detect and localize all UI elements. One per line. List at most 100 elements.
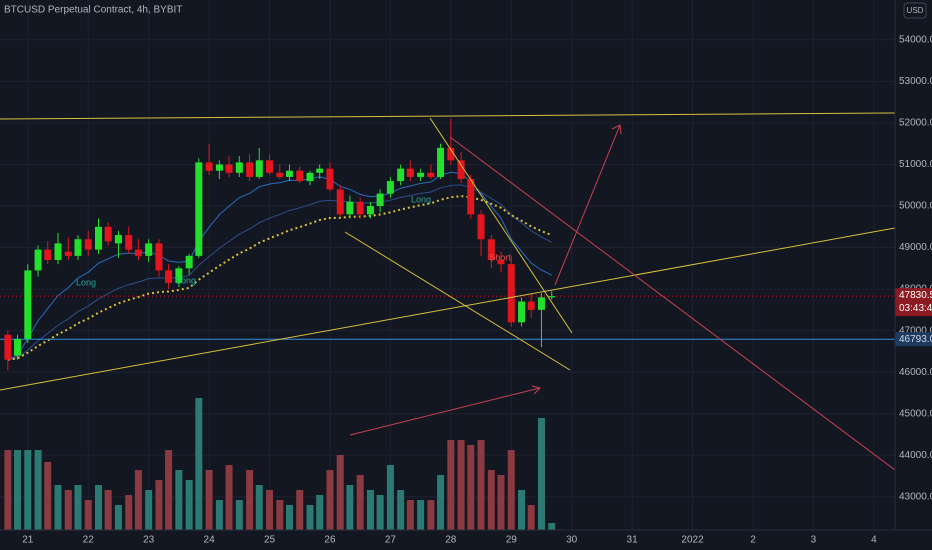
chart-title: BTCUSD Perpetual Contract, 4h, BYBIT: [4, 5, 182, 16]
candle-body: [346, 201, 354, 215]
candle-body: [225, 164, 233, 173]
x-tick-label: 25: [264, 535, 276, 546]
volume-bar: [527, 505, 535, 530]
candle-body: [518, 301, 526, 323]
labels: 43000.044000.045000.046000.047000.048000…: [22, 35, 932, 546]
candle-body: [497, 260, 505, 265]
x-tick-label: 31: [627, 535, 639, 546]
volume-bar: [175, 470, 183, 530]
volume-bar: [235, 500, 243, 530]
candle-body: [285, 170, 293, 177]
candle-body: [125, 235, 133, 250]
x-tick-label: 2: [750, 535, 756, 546]
volume-bar: [185, 480, 193, 530]
candle-body: [537, 297, 545, 310]
volume-bar: [397, 490, 405, 530]
signal-label: Short: [489, 252, 511, 262]
volume-bar: [195, 398, 203, 530]
volume-bar: [205, 470, 213, 530]
currency-button[interactable]: [903, 2, 927, 19]
countdown: 03:43:43: [899, 303, 932, 314]
y-tick-label: 49000.0: [899, 242, 932, 253]
arrow: [349, 387, 541, 436]
trend-line: [344, 231, 571, 371]
x-tick-label: 21: [22, 535, 34, 546]
currency[interactable]: USD: [907, 6, 924, 15]
volume-bar: [114, 505, 122, 530]
candle-body: [437, 147, 445, 177]
volume-bar: [467, 445, 475, 530]
candle-body: [296, 170, 304, 182]
x-tick-label: 28: [445, 535, 457, 546]
candle-body: [507, 264, 515, 323]
drawings: [0, 112, 896, 471]
volume-bar: [276, 500, 284, 530]
y-tick-label: 45000.0: [899, 408, 932, 419]
arrow: [554, 124, 621, 286]
volume-bar: [356, 475, 364, 530]
volume-bar: [336, 455, 344, 530]
candle-body: [95, 226, 103, 250]
volume-bar: [306, 505, 314, 530]
volume-bar: [44, 462, 52, 530]
candle-body: [527, 301, 535, 310]
trend-line: [429, 117, 573, 334]
volume-bar: [24, 450, 32, 530]
candle-body: [195, 162, 203, 256]
candle-body: [235, 162, 243, 173]
volume-bar: [246, 470, 254, 530]
volume-bar: [285, 505, 293, 530]
signal-label: Long: [411, 194, 431, 204]
volume-bar: [518, 490, 526, 530]
candle-body: [366, 206, 374, 215]
candle-body: [215, 164, 223, 171]
candle-body: [134, 249, 142, 256]
volume-bar: [266, 490, 274, 530]
y-tick-label: 54000.0: [899, 35, 932, 46]
candle-body: [14, 338, 22, 356]
x-tick-label: 26: [324, 535, 336, 546]
candle-body: [336, 189, 344, 215]
x-tick-label: 27: [385, 535, 397, 546]
volume-bar: [95, 485, 103, 530]
volume-bar: [104, 490, 112, 530]
last-price-tag: [895, 288, 932, 317]
candle-body: [457, 160, 465, 180]
x-tick-label: 29: [506, 535, 518, 546]
x-tick-label: 23: [143, 535, 155, 546]
volume-bar: [165, 450, 173, 530]
candle-body: [185, 255, 193, 269]
volume-bar: [54, 485, 62, 530]
candle-body: [467, 179, 475, 215]
signal-label: Long: [76, 277, 96, 287]
x-tick-label: 3: [811, 535, 817, 546]
x-tick-label: 4: [871, 535, 877, 546]
volume-bar: [386, 465, 394, 530]
candle-body: [406, 168, 414, 177]
candle-body: [155, 243, 163, 271]
volume-bar: [406, 500, 414, 530]
volume-bar: [457, 440, 465, 530]
trend-line: [449, 136, 896, 471]
candle-body: [477, 214, 485, 240]
volume-bar: [64, 490, 72, 530]
volume-bar: [155, 480, 163, 530]
y-tick-label: 44000.0: [899, 450, 932, 461]
candle-body: [104, 226, 112, 242]
volume-bar: [125, 495, 133, 530]
candle-body: [266, 160, 274, 173]
volume-bar: [255, 485, 263, 530]
volume-bar: [507, 450, 515, 530]
price-line-label: 46793.0: [899, 334, 932, 345]
candle-body: [255, 160, 263, 177]
volume-bar: [477, 440, 485, 530]
volume-bar: [417, 500, 425, 530]
candle-body: [34, 249, 42, 271]
candles: [4, 118, 556, 371]
volume-bar: [346, 485, 354, 530]
volume-bar: [34, 450, 42, 530]
candle-body: [417, 172, 425, 177]
volume-bar: [427, 500, 435, 530]
candle-body: [356, 201, 364, 215]
